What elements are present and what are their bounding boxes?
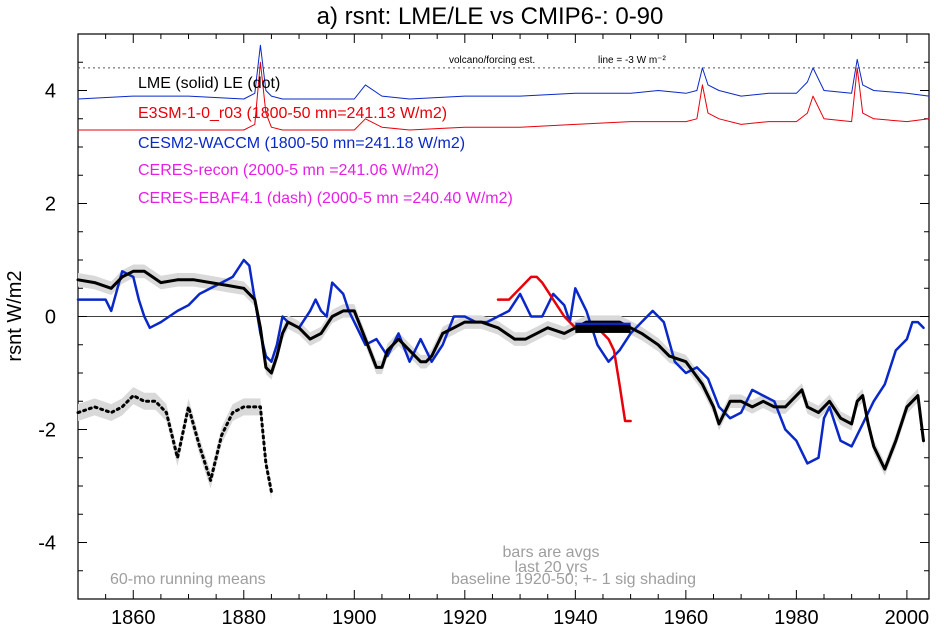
x-tick-label: 1860	[111, 607, 156, 629]
legend-entry-e3sm: E3SM-1-0_r03 (1800-50 mn=241.13 W/m2)	[138, 105, 447, 122]
lme-shading	[78, 264, 924, 476]
x-tick-label: 1940	[553, 607, 598, 629]
legend-entry-ceres-ebaf: CERES-EBAF4.1 (dash) (2000-5 mn =240.40 …	[138, 190, 513, 207]
reference-label-right: line = -3 W m⁻²	[598, 55, 666, 66]
e3sm-forcing-line	[77, 61, 930, 131]
note-bars-avgs: bars are avgs	[503, 544, 600, 561]
chart-title: a) rsnt: LME/LE vs CMIP6-: 0-90	[317, 3, 664, 30]
cesm2-series-line	[76, 258, 925, 465]
y-tick-label: 2	[45, 194, 56, 216]
x-tick-label: 1900	[332, 607, 377, 629]
x-tick-label: 1980	[774, 607, 819, 629]
cesm2-forcing-line	[77, 44, 930, 100]
x-tick-label: 1880	[222, 607, 267, 629]
note-running-means: 60-mo running means	[110, 571, 266, 588]
y-tick-label: 0	[45, 307, 56, 329]
le-series-line	[76, 394, 273, 494]
x-tick-label: 1960	[664, 607, 709, 629]
legend-entry-lme-le: LME (solid) LE (dot)	[138, 75, 280, 92]
note-last-20-yrs: last 20 yrs	[515, 559, 588, 576]
x-tick-label: 1920	[443, 607, 488, 629]
plot-area: volcano/forcing est. line = -3 W m⁻² 1860 1…	[38, 33, 930, 629]
legend-entry-cesm2: CESM2-WACCM (1800-50 mn=241.18 W/m2)	[138, 135, 465, 152]
reference-label-left: volcano/forcing est.	[449, 55, 535, 66]
y-tick-label: -4	[38, 533, 56, 555]
note-baseline: baseline 1920-50; +- 1 sig shading	[451, 571, 696, 588]
e3sm-series-line	[496, 275, 632, 423]
y-tick-label: 4	[45, 81, 56, 103]
legend-entry-ceres-recon: CERES-recon (2000-5 mn =241.06 W/m2)	[138, 162, 439, 179]
x-tick-label: 2000	[885, 607, 930, 629]
y-tick-label: -2	[38, 420, 56, 442]
y-axis-label: rsnt W/m2	[4, 270, 26, 361]
avg-bar-lme	[575, 324, 631, 333]
lme-series-line	[76, 269, 925, 471]
